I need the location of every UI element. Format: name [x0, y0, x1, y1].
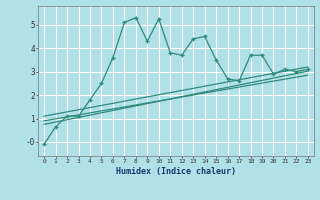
X-axis label: Humidex (Indice chaleur): Humidex (Indice chaleur)	[116, 167, 236, 176]
